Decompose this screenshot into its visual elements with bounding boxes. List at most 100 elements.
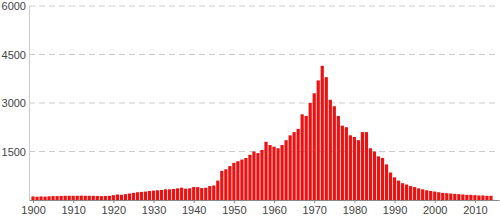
bar [393, 177, 396, 200]
y-axis-line [29, 7, 30, 201]
bar [112, 195, 115, 200]
x-tick-label: 1940 [182, 204, 206, 216]
bar [313, 93, 316, 200]
x-tick-label: 1960 [262, 204, 286, 216]
bar [465, 195, 468, 200]
bar [353, 137, 356, 200]
x-tick-label: 2010 [463, 204, 487, 216]
bar [337, 116, 340, 200]
bar [140, 192, 143, 200]
bar [461, 195, 464, 200]
x-tick-label: 1980 [343, 204, 367, 216]
x-tick: 1960 [262, 200, 286, 216]
bar [80, 196, 83, 200]
x-axis-line [30, 200, 500, 201]
bar [385, 164, 388, 200]
bar [389, 173, 392, 200]
bar [212, 185, 215, 200]
bar [457, 194, 460, 200]
bar [329, 100, 332, 200]
bar [361, 132, 364, 200]
bar [76, 196, 79, 200]
bar [232, 163, 235, 200]
x-tick: 1940 [182, 200, 206, 216]
bars [31, 66, 492, 200]
bar [321, 66, 324, 200]
bar [441, 193, 444, 200]
bar [192, 187, 195, 200]
bar [132, 193, 135, 200]
bar [305, 116, 308, 200]
bar [268, 145, 271, 200]
x-tick: 1970 [302, 200, 326, 216]
bar [381, 158, 384, 200]
bar [228, 166, 231, 200]
bar [31, 196, 34, 200]
bar [220, 171, 223, 200]
x-tick-mark [33, 200, 34, 203]
bar [124, 194, 127, 200]
bar [289, 135, 292, 200]
x-tick: 1910 [61, 200, 85, 216]
y-tick-label: 1500 [2, 146, 26, 158]
bar [224, 169, 227, 200]
x-tick: 2010 [463, 200, 487, 216]
bar [485, 196, 488, 200]
bar [377, 156, 380, 200]
bar [39, 196, 42, 200]
bar [397, 181, 400, 200]
bar [357, 140, 360, 200]
x-tick-label: 1900 [21, 204, 45, 216]
bar [168, 189, 171, 200]
y-tick: 1500 [2, 146, 29, 158]
bar [64, 196, 67, 200]
bar [252, 152, 255, 201]
bar [325, 77, 328, 200]
bar [409, 186, 412, 200]
bar [208, 186, 211, 200]
bar [204, 188, 207, 200]
bar [188, 188, 191, 200]
x-tick-mark [73, 200, 74, 203]
bar [453, 194, 456, 200]
bar [333, 106, 336, 200]
y-tick: 4500 [2, 49, 29, 61]
y-tick: 6000 [2, 0, 29, 12]
x-tick-mark [435, 200, 436, 203]
x-tick-label: 2000 [423, 204, 447, 216]
bar [152, 191, 155, 200]
bar [72, 196, 75, 200]
bar [196, 187, 199, 200]
bar [51, 196, 54, 200]
x-tick-mark [475, 200, 476, 203]
bar [160, 190, 163, 200]
bar [68, 196, 71, 200]
x-tick: 1900 [21, 200, 45, 216]
bar [293, 132, 296, 200]
x-axis: 1900191019201930194019501960197019801990… [21, 200, 499, 216]
bar [489, 196, 492, 200]
bar [35, 197, 38, 200]
bar [272, 147, 275, 200]
bar [240, 160, 243, 200]
x-tick-mark [113, 200, 114, 203]
bar [481, 195, 484, 200]
chart: 1900191019201930194019501960197019801990… [0, 0, 500, 220]
bar [309, 103, 312, 200]
x-tick-mark [314, 200, 315, 203]
x-tick-label: 1930 [142, 204, 166, 216]
bar [429, 191, 432, 200]
bar [477, 195, 480, 200]
bar [401, 183, 404, 200]
y-tick-label: 3000 [2, 97, 26, 109]
bar [264, 142, 267, 200]
bar [449, 194, 452, 200]
y-tick-label: 6000 [2, 0, 26, 12]
bar [349, 135, 352, 200]
bar [248, 155, 251, 200]
x-tick-label: 1950 [222, 204, 246, 216]
bar [445, 193, 448, 200]
x-tick-mark [234, 200, 235, 203]
x-tick: 1990 [383, 200, 407, 216]
grid [29, 6, 499, 152]
